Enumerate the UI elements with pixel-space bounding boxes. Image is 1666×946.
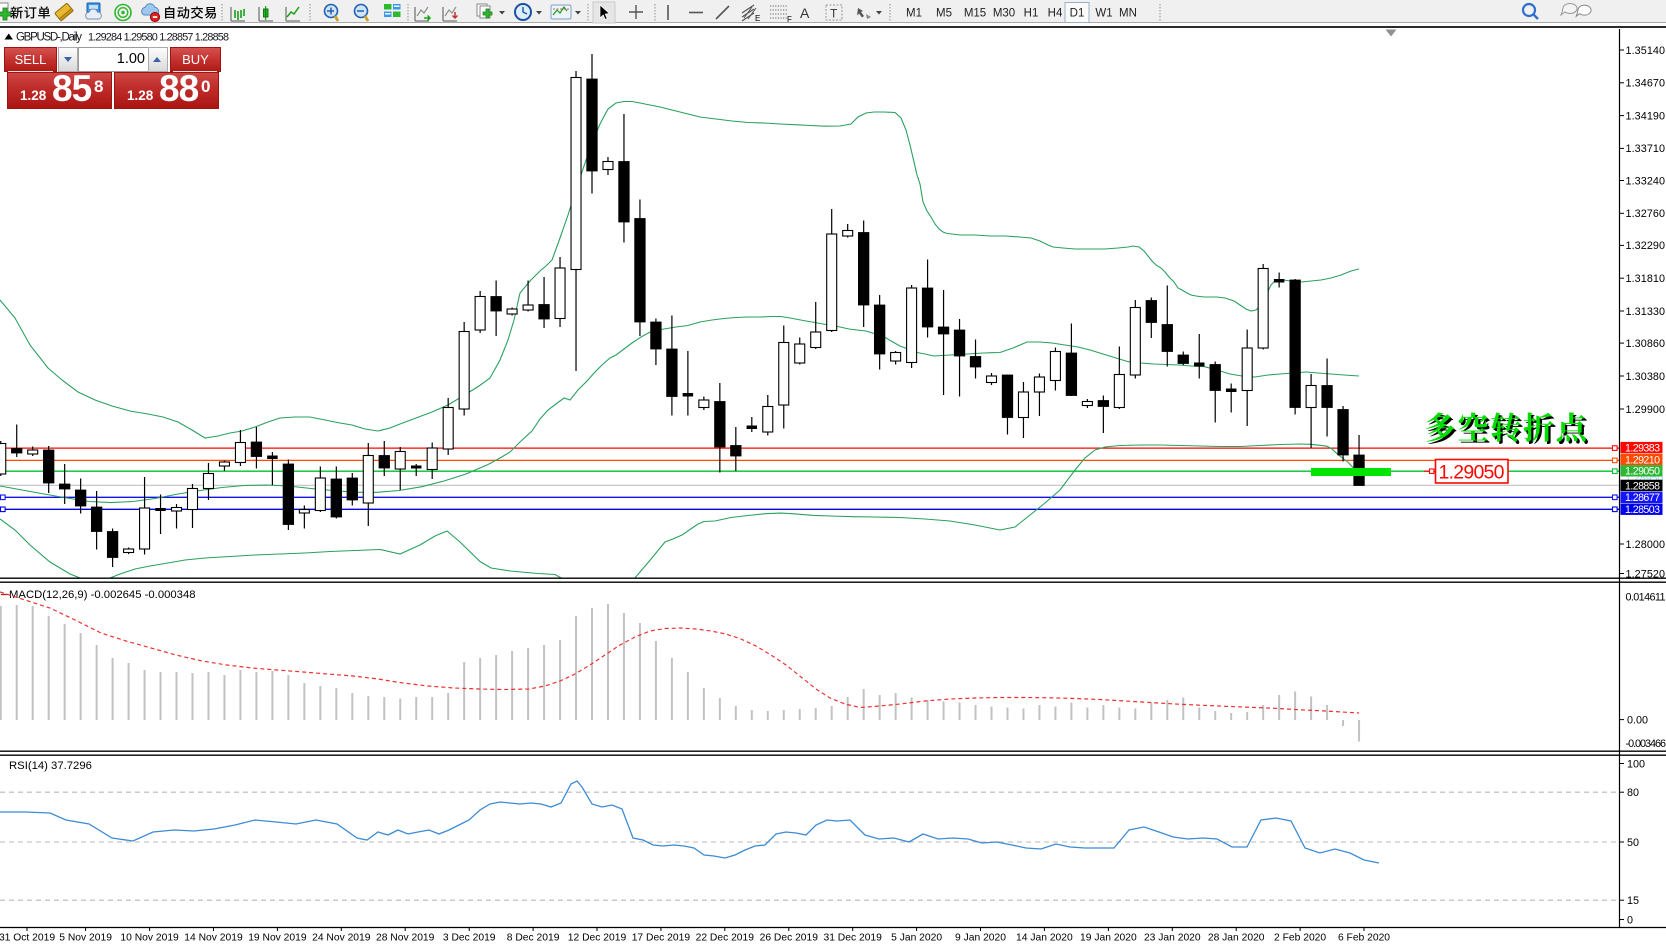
svg-text:1.30380: 1.30380 — [1626, 371, 1666, 383]
svg-text:MACD(12,26,9) -0.002645 -0.000: MACD(12,26,9) -0.002645 -0.000348 — [9, 589, 196, 601]
svg-text:50: 50 — [1627, 837, 1639, 849]
svg-text:28 Nov 2019: 28 Nov 2019 — [376, 933, 435, 944]
svg-text:24 Nov 2019: 24 Nov 2019 — [312, 933, 371, 944]
svg-text:22 Dec 2019: 22 Dec 2019 — [696, 933, 755, 944]
svg-text:A: A — [800, 5, 810, 21]
svg-text:10 Nov 2019: 10 Nov 2019 — [120, 933, 179, 944]
svg-text:17 Dec 2019: 17 Dec 2019 — [632, 933, 691, 944]
svg-text:31 Dec 2019: 31 Dec 2019 — [823, 933, 882, 944]
svg-text:9 Jan 2020: 9 Jan 2020 — [955, 933, 1006, 944]
svg-text:8 Dec 2019: 8 Dec 2019 — [507, 933, 560, 944]
svg-text:T: T — [830, 7, 838, 21]
svg-text:0.00: 0.00 — [1627, 714, 1648, 726]
svg-text:1.32760: 1.32760 — [1626, 208, 1666, 220]
svg-text:1.29210: 1.29210 — [1625, 455, 1660, 467]
svg-text:-0.003466: -0.003466 — [1626, 738, 1666, 750]
svg-text:19 Nov 2019: 19 Nov 2019 — [248, 933, 307, 944]
svg-text:80: 80 — [1627, 787, 1639, 799]
svg-text:E: E — [755, 14, 760, 23]
svg-text:1.29900: 1.29900 — [1626, 404, 1666, 416]
svg-text:0: 0 — [1627, 914, 1633, 926]
svg-text:6 Feb 2020: 6 Feb 2020 — [1338, 933, 1390, 944]
svg-text:1.33710: 1.33710 — [1626, 143, 1666, 155]
svg-text:M1: M1 — [906, 8, 922, 20]
svg-text:1.30860: 1.30860 — [1626, 338, 1666, 350]
svg-text:1.29050: 1.29050 — [1439, 462, 1505, 484]
svg-text:12 Dec 2019: 12 Dec 2019 — [568, 933, 627, 944]
svg-text:1.31810: 1.31810 — [1626, 273, 1666, 285]
svg-text:W1: W1 — [1095, 8, 1112, 20]
svg-text:1.27520: 1.27520 — [1626, 568, 1666, 580]
svg-text:H4: H4 — [1048, 8, 1063, 20]
svg-text:26 Dec 2019: 26 Dec 2019 — [760, 933, 819, 944]
svg-text:14 Nov 2019: 14 Nov 2019 — [184, 933, 243, 944]
svg-text:H1: H1 — [1024, 8, 1039, 20]
svg-text:5 Nov 2019: 5 Nov 2019 — [59, 933, 112, 944]
svg-text:14 Jan 2020: 14 Jan 2020 — [1016, 933, 1073, 944]
svg-text:28 Jan 2020: 28 Jan 2020 — [1208, 933, 1265, 944]
svg-text:0.014611: 0.014611 — [1626, 592, 1666, 604]
svg-text:M5: M5 — [936, 8, 952, 20]
svg-text:100: 100 — [1627, 758, 1645, 770]
svg-text:1.31330: 1.31330 — [1626, 306, 1666, 318]
svg-text:MN: MN — [1119, 8, 1137, 20]
svg-text:1.28503: 1.28503 — [1625, 504, 1660, 516]
svg-text:1.29383: 1.29383 — [1625, 443, 1660, 455]
svg-text:F: F — [787, 15, 792, 24]
svg-text:GBPUSD-,Daily: GBPUSD-,Daily — [16, 32, 82, 44]
svg-text:RSI(14) 37.7296: RSI(14) 37.7296 — [9, 760, 92, 772]
svg-text:2 Feb 2020: 2 Feb 2020 — [1274, 933, 1326, 944]
svg-text:1.28000: 1.28000 — [1626, 539, 1666, 551]
svg-text:1.34670: 1.34670 — [1626, 78, 1666, 90]
svg-text:M15: M15 — [964, 8, 986, 20]
svg-text:15: 15 — [1627, 895, 1639, 907]
svg-text:1.32290: 1.32290 — [1626, 240, 1666, 252]
svg-text:5 Jan 2020: 5 Jan 2020 — [891, 933, 942, 944]
svg-text:1.29050: 1.29050 — [1625, 466, 1660, 478]
svg-text:1.28677: 1.28677 — [1625, 492, 1660, 504]
svg-text:1.33240: 1.33240 — [1626, 175, 1666, 187]
svg-text:1.35140: 1.35140 — [1626, 45, 1666, 57]
svg-text:1.29284 1.29580 1.28857 1.2885: 1.29284 1.29580 1.28857 1.28858 — [88, 32, 229, 44]
svg-text:19 Jan 2020: 19 Jan 2020 — [1080, 933, 1137, 944]
svg-text:D1: D1 — [1070, 8, 1085, 20]
svg-text:1.28858: 1.28858 — [1625, 480, 1660, 492]
svg-text:23 Jan 2020: 23 Jan 2020 — [1144, 933, 1201, 944]
svg-text:1.34190: 1.34190 — [1626, 110, 1666, 122]
svg-text:31 Oct 2019: 31 Oct 2019 — [0, 933, 55, 944]
svg-text:M30: M30 — [993, 8, 1015, 20]
svg-text:3 Dec 2019: 3 Dec 2019 — [443, 933, 496, 944]
